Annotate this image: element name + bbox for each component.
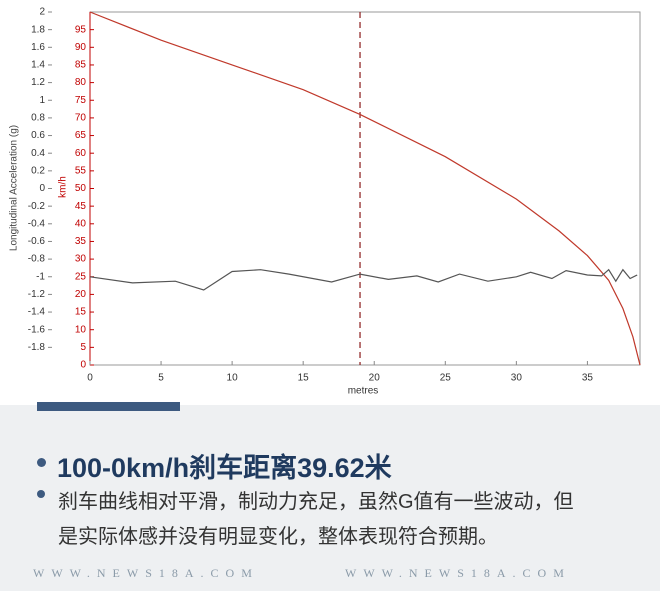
watermark: WWW.NEWS18A.COM <box>345 566 571 580</box>
y-tick-label: -0.6 <box>28 236 46 247</box>
y-tick-label: 0.6 <box>31 130 45 141</box>
y-tick-label: 0.8 <box>31 113 45 124</box>
x-tick-label: 35 <box>582 373 594 384</box>
y-tick-label: 1.6 <box>31 42 45 53</box>
y2-axis-title: km/h <box>58 176 69 198</box>
watermark: WWW.NEWS18A.COM <box>33 566 259 580</box>
y-tick-label: 1 <box>39 95 45 106</box>
series-line <box>89 11 641 366</box>
x-tick-label: 30 <box>511 373 523 384</box>
y2-tick-label: 90 <box>75 42 87 53</box>
y-tick-label: 0 <box>39 183 45 194</box>
x-tick-label: 25 <box>440 373 452 384</box>
y2-tick-label: 30 <box>75 254 87 265</box>
plot-frame <box>89 11 641 366</box>
x-tick-label: 5 <box>158 373 164 384</box>
y2-tick-label: 65 <box>75 130 87 141</box>
caption-line: 刹车曲线相对平滑，制动力充足，虽然G值有一些波动，但 <box>58 491 574 513</box>
y-tick-label: -0.8 <box>28 254 46 265</box>
bullet <box>37 490 45 498</box>
y2-tick-label: 25 <box>75 271 87 282</box>
y-tick-label: 1.8 <box>31 24 45 35</box>
y2-tick-label: 70 <box>75 113 87 124</box>
y2-tick-label: 40 <box>75 218 87 229</box>
y-tick-label: 0.2 <box>31 165 45 176</box>
x-tick-label: 0 <box>87 373 93 384</box>
y-tick-label: -1.2 <box>28 289 46 300</box>
caption-heading: 100-0km/h刹车距离39.62米 <box>57 453 392 483</box>
y-tick-label: -1.6 <box>28 324 46 335</box>
y-tick-label: 0.4 <box>31 148 45 159</box>
x-tick-label: 20 <box>369 373 381 384</box>
y2-tick-label: 75 <box>75 95 87 106</box>
y2-tick-label: 45 <box>75 201 87 212</box>
x-axis-title: metres <box>348 386 379 397</box>
series-line <box>89 268 638 291</box>
y2-tick-label: 35 <box>75 236 87 247</box>
y2-tick-label: 80 <box>75 77 87 88</box>
y-tick-label: -0.4 <box>28 218 46 229</box>
y2-tick-label: 15 <box>75 307 87 318</box>
y-tick-label: -1.4 <box>28 307 46 318</box>
y-axis-title: Longitudinal Acceleration (g) <box>9 125 20 251</box>
y-tick-label: 1.2 <box>31 77 45 88</box>
caption-line: 是实际体感并没有明显变化，整体表现符合预期。 <box>58 526 498 548</box>
y2-tick-label: 95 <box>75 24 87 35</box>
y-tick-label: -1 <box>36 271 45 282</box>
x-tick-label: 10 <box>227 373 239 384</box>
y2-tick-label: 55 <box>75 165 87 176</box>
y2-tick-label: 10 <box>75 324 87 335</box>
y2-tick-label: 0 <box>80 360 86 371</box>
accent-bar <box>37 402 180 411</box>
y-tick-label: -0.2 <box>28 201 46 212</box>
y2-tick-label: 50 <box>75 183 87 194</box>
y-tick-label: -1.8 <box>28 342 46 353</box>
y-tick-label: 2 <box>39 7 45 18</box>
bullet <box>37 458 46 467</box>
y2-tick-label: 85 <box>75 60 87 71</box>
y2-tick-label: 60 <box>75 148 87 159</box>
chart: Longitudinal Acceleration (g) km/h metre… <box>9 7 641 397</box>
y2-tick-label: 5 <box>80 342 86 353</box>
y2-tick-label: 20 <box>75 289 87 300</box>
x-tick-label: 15 <box>298 373 310 384</box>
y-tick-label: 1.4 <box>31 60 45 71</box>
caption-panel <box>0 405 660 591</box>
